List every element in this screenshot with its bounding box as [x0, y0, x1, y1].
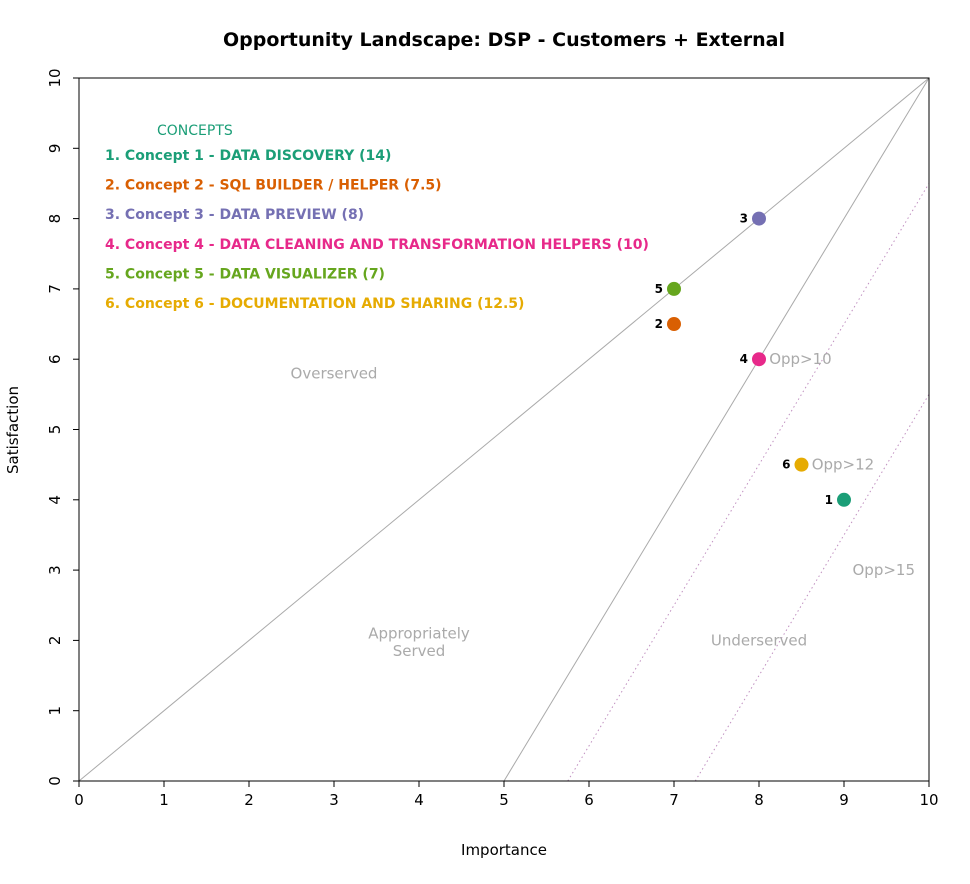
- legend-entry: 6. Concept 6 - DOCUMENTATION AND SHARING…: [105, 296, 524, 312]
- data-point-4: [752, 352, 766, 367]
- data-point-label: 6: [782, 458, 790, 472]
- opportunity-label: Opp>12: [812, 456, 875, 474]
- x-tick-label: 3: [329, 791, 339, 809]
- x-tick-label: 8: [754, 791, 764, 809]
- y-tick-label: 3: [46, 565, 64, 575]
- y-tick-label: 6: [46, 354, 64, 364]
- data-point-label: 5: [655, 282, 663, 296]
- y-tick-label: 7: [46, 284, 64, 294]
- region-label: Appropriately: [368, 624, 470, 642]
- y-tick-label: 9: [46, 144, 64, 154]
- y-tick-label: 8: [46, 214, 64, 224]
- data-point-6: [794, 457, 809, 472]
- segment-reference-line: [503, 77, 930, 782]
- opportunity-label: Opp>10: [769, 350, 832, 368]
- plot-area: 0 1 2 3 4 5 6 7 8 9 10 0 1 2 3 4 5 6 7 8 9 10 Overserved Approp…: [46, 68, 939, 809]
- x-tick-label: 6: [584, 791, 594, 809]
- x-tick-label: 9: [839, 791, 849, 809]
- y-tick-label: 10: [46, 68, 64, 87]
- x-tick-label: 10: [919, 791, 938, 809]
- legend-entry: 4. Concept 4 - DATA CLEANING AND TRANSFO…: [105, 237, 649, 253]
- segment-reference-line: [78, 77, 930, 782]
- legend-entry: 5. Concept 5 - DATA VISUALIZER (7): [105, 266, 385, 282]
- data-point-label: 2: [655, 317, 663, 331]
- opportunity-label: Opp>15: [853, 561, 916, 579]
- x-tick-label: 7: [669, 791, 679, 809]
- data-point-label: 3: [740, 212, 748, 226]
- y-axis-label: Satisfaction: [4, 386, 22, 474]
- x-axis-label: Importance: [461, 841, 547, 859]
- x-tick-label: 2: [244, 791, 254, 809]
- x-tick-label: 1: [159, 791, 169, 809]
- y-tick-label: 4: [46, 495, 64, 505]
- legend-entry: 1. Concept 1 - DATA DISCOVERY (14): [105, 148, 391, 164]
- opportunity-threshold-line: [567, 183, 930, 782]
- x-tick-label: 5: [499, 791, 509, 809]
- data-point-2: [667, 317, 681, 332]
- legend-entry: 2. Concept 2 - SQL BUILDER / HELPER (7.5…: [105, 178, 442, 194]
- chart-title: Opportunity Landscape: DSP - Customers +…: [223, 29, 785, 51]
- data-point-1: [837, 492, 851, 507]
- region-label: Served: [393, 642, 446, 660]
- region-label: Underserved: [711, 631, 807, 649]
- region-label: Overserved: [291, 364, 378, 382]
- legend-entry: 3. Concept 3 - DATA PREVIEW (8): [105, 207, 364, 223]
- y-tick-label: 2: [46, 636, 64, 646]
- x-tick-label: 4: [414, 791, 424, 809]
- data-point-3: [752, 211, 766, 226]
- data-point-label: 1: [825, 493, 833, 507]
- y-tick-label: 1: [46, 706, 64, 716]
- y-tick-label: 5: [46, 425, 64, 435]
- data-point-5: [667, 281, 681, 296]
- y-tick-label: 0: [46, 776, 64, 786]
- legend-title: CONCEPTS: [157, 123, 233, 139]
- x-tick-label: 0: [74, 791, 84, 809]
- data-point-label: 4: [740, 352, 748, 366]
- opportunity-threshold-line: [694, 394, 930, 782]
